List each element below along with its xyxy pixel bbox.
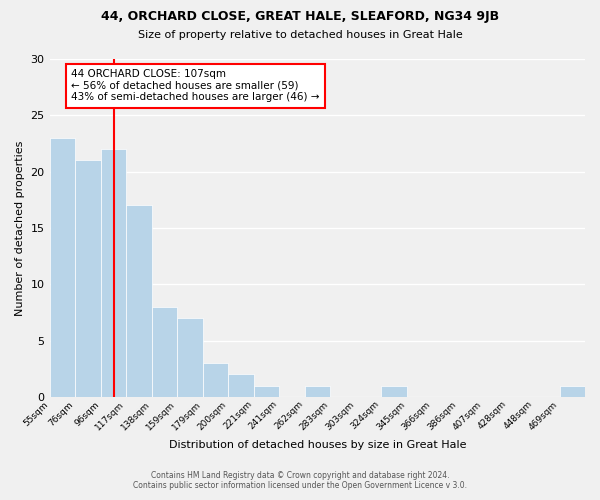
Text: Contains HM Land Registry data © Crown copyright and database right 2024.
Contai: Contains HM Land Registry data © Crown c…: [133, 470, 467, 490]
Bar: [152, 306, 177, 397]
Y-axis label: Number of detached properties: Number of detached properties: [15, 140, 25, 316]
Bar: [560, 386, 585, 397]
Bar: [50, 138, 75, 397]
Text: 44 ORCHARD CLOSE: 107sqm
← 56% of detached houses are smaller (59)
43% of semi-d: 44 ORCHARD CLOSE: 107sqm ← 56% of detach…: [71, 69, 319, 102]
X-axis label: Distribution of detached houses by size in Great Hale: Distribution of detached houses by size …: [169, 440, 466, 450]
Bar: [126, 206, 152, 397]
Bar: [177, 318, 203, 397]
Text: Size of property relative to detached houses in Great Hale: Size of property relative to detached ho…: [137, 30, 463, 40]
Bar: [254, 386, 279, 397]
Bar: [305, 386, 330, 397]
Bar: [101, 149, 126, 397]
Bar: [381, 386, 407, 397]
Bar: [75, 160, 101, 397]
Bar: [203, 363, 228, 397]
Bar: [228, 374, 254, 397]
Text: 44, ORCHARD CLOSE, GREAT HALE, SLEAFORD, NG34 9JB: 44, ORCHARD CLOSE, GREAT HALE, SLEAFORD,…: [101, 10, 499, 23]
